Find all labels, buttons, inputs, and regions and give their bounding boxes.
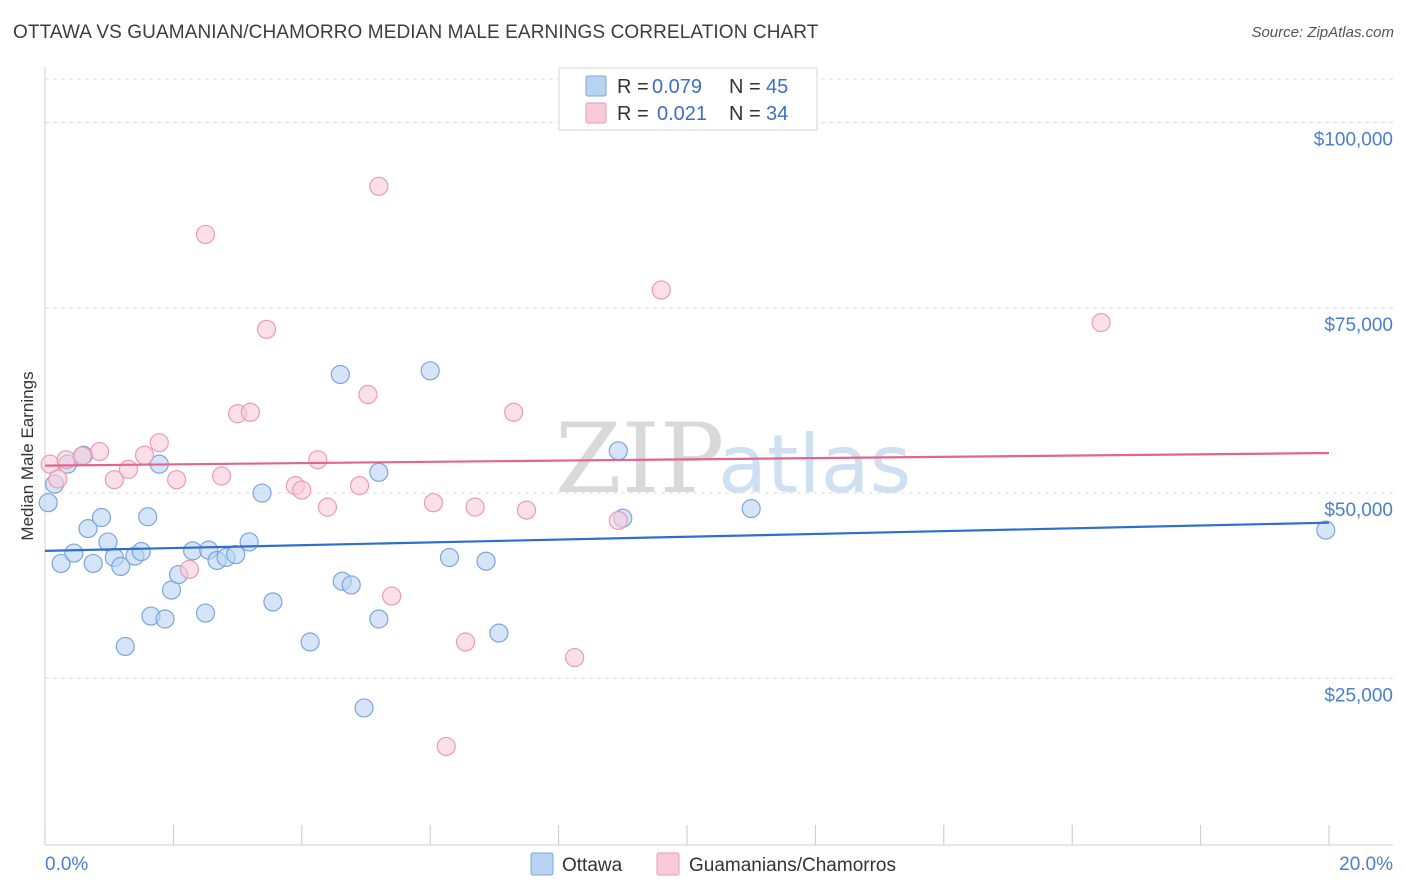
trend-line-ottawa bbox=[44, 521, 1330, 552]
point-ottawa-33 bbox=[354, 698, 374, 718]
point-ottawa-0 bbox=[38, 493, 58, 513]
legend-n-label-ottawa: N = bbox=[729, 76, 761, 98]
watermark: ZIP atlas bbox=[555, 403, 911, 515]
point-guam-30 bbox=[565, 647, 585, 668]
point-guam-21 bbox=[358, 384, 378, 405]
legend-r-value-ottawa: 0.079 bbox=[652, 76, 702, 98]
point-guam-5 bbox=[104, 470, 124, 490]
point-ottawa-27 bbox=[252, 483, 272, 503]
point-ottawa-37 bbox=[439, 547, 460, 568]
point-ottawa-39 bbox=[489, 623, 509, 643]
point-guam-3 bbox=[72, 446, 92, 466]
point-ottawa-4 bbox=[64, 543, 84, 563]
point-ottawa-34 bbox=[369, 462, 389, 482]
series-legend-swatch-guam bbox=[656, 852, 680, 876]
legend-n-value-guam: 34 bbox=[766, 103, 788, 125]
point-guam-10 bbox=[179, 559, 200, 579]
y-tick-label-3: $100,000 bbox=[1314, 130, 1393, 151]
point-guam-22 bbox=[369, 176, 389, 196]
point-ottawa-35 bbox=[369, 609, 389, 629]
point-ottawa-38 bbox=[476, 551, 496, 571]
trend-line-guam bbox=[44, 451, 1330, 467]
point-ottawa-14 bbox=[138, 507, 158, 527]
point-ottawa-8 bbox=[91, 507, 112, 528]
point-ottawa-2 bbox=[51, 553, 71, 574]
x-ticks bbox=[44, 825, 1330, 845]
point-ottawa-25 bbox=[226, 544, 246, 565]
point-guam-14 bbox=[240, 402, 261, 422]
x-tick-label-0: 0.0% bbox=[45, 854, 88, 875]
x-tick-labels: 0.0% 20.0% bbox=[45, 854, 1393, 875]
point-guam-20 bbox=[349, 476, 370, 496]
point-ottawa-30 bbox=[330, 364, 350, 385]
point-ottawa-26 bbox=[239, 532, 259, 552]
series-legend-label-ottawa: Ottawa bbox=[562, 855, 623, 876]
point-guam-15 bbox=[256, 319, 277, 339]
x-tick-label-1: 20.0% bbox=[1339, 854, 1393, 875]
legend-r-value-guam: 0.021 bbox=[657, 103, 707, 125]
point-guam-27 bbox=[465, 497, 485, 517]
point-guam-12 bbox=[211, 466, 232, 486]
trend-lines bbox=[44, 451, 1330, 552]
legend-n-label-guam: N = bbox=[729, 103, 761, 125]
point-guam-32 bbox=[651, 280, 671, 300]
chart-source: Source: ZipAtlas.com bbox=[1251, 24, 1394, 41]
point-ottawa-6 bbox=[78, 519, 98, 539]
legend-swatch-ottawa bbox=[585, 75, 607, 97]
point-ottawa-29 bbox=[300, 632, 320, 652]
point-guam-19 bbox=[317, 497, 338, 517]
series-legend-label-guam: Guamanians/Chamorros bbox=[689, 855, 896, 876]
point-ottawa-11 bbox=[111, 556, 131, 577]
point-guam-1 bbox=[48, 469, 68, 489]
point-ottawa-36 bbox=[420, 361, 440, 381]
point-ottawa-40 bbox=[608, 441, 628, 461]
point-ottawa-21 bbox=[195, 603, 216, 623]
point-ottawa-18 bbox=[161, 580, 182, 600]
series-legend: Ottawa Guamanians/Chamorros bbox=[530, 852, 896, 876]
point-guam-7 bbox=[134, 445, 155, 465]
legend-swatch-guam bbox=[585, 102, 607, 124]
data-points bbox=[38, 176, 1336, 757]
point-ottawa-32 bbox=[341, 575, 361, 595]
point-ottawa-43 bbox=[1316, 520, 1336, 540]
point-guam-24 bbox=[423, 493, 444, 513]
point-guam-29 bbox=[516, 500, 537, 520]
point-guam-31 bbox=[608, 510, 628, 531]
legend-n-value-ottawa: 45 bbox=[766, 76, 788, 98]
y-tick-label-0: $25,000 bbox=[1324, 685, 1393, 706]
point-guam-6 bbox=[118, 459, 139, 479]
y-tick-label-1: $50,000 bbox=[1324, 500, 1393, 521]
point-guam-9 bbox=[167, 470, 187, 490]
point-guam-33 bbox=[1091, 313, 1111, 333]
watermark-atlas: atlas bbox=[718, 418, 911, 511]
point-guam-25 bbox=[436, 736, 456, 757]
point-guam-17 bbox=[292, 480, 312, 500]
y-axis-title: Median Male Earnings bbox=[18, 371, 37, 540]
point-ottawa-17 bbox=[155, 609, 175, 629]
chart-title: OTTAWA VS GUAMANIAN/CHAMORRO MEDIAN MALE… bbox=[13, 22, 819, 43]
y-tick-label-2: $75,000 bbox=[1324, 315, 1393, 336]
axes bbox=[44, 67, 1393, 846]
point-ottawa-13 bbox=[131, 541, 151, 562]
stats-legend: R = 0.079 N = 45 R = 0.021 N = 34 bbox=[558, 67, 818, 131]
y-tick-labels: $25,000 $50,000 $75,000 $100,000 bbox=[1314, 130, 1393, 707]
grid bbox=[45, 78, 1393, 679]
point-guam-23 bbox=[382, 586, 402, 606]
point-guam-28 bbox=[504, 402, 524, 422]
point-guam-11 bbox=[195, 224, 216, 245]
point-guam-8 bbox=[149, 433, 169, 453]
point-ottawa-20 bbox=[183, 541, 203, 561]
point-ottawa-44 bbox=[115, 636, 135, 657]
legend-r-label-ottawa: R = bbox=[617, 76, 649, 98]
point-guam-18 bbox=[308, 450, 328, 470]
series-legend-swatch-ottawa bbox=[530, 852, 554, 876]
point-guam-4 bbox=[89, 441, 110, 462]
point-ottawa-7 bbox=[83, 553, 103, 574]
point-guam-26 bbox=[455, 632, 476, 652]
legend-r-label-guam: R = bbox=[617, 103, 649, 125]
point-ottawa-42 bbox=[741, 499, 761, 519]
point-ottawa-28 bbox=[263, 592, 283, 612]
